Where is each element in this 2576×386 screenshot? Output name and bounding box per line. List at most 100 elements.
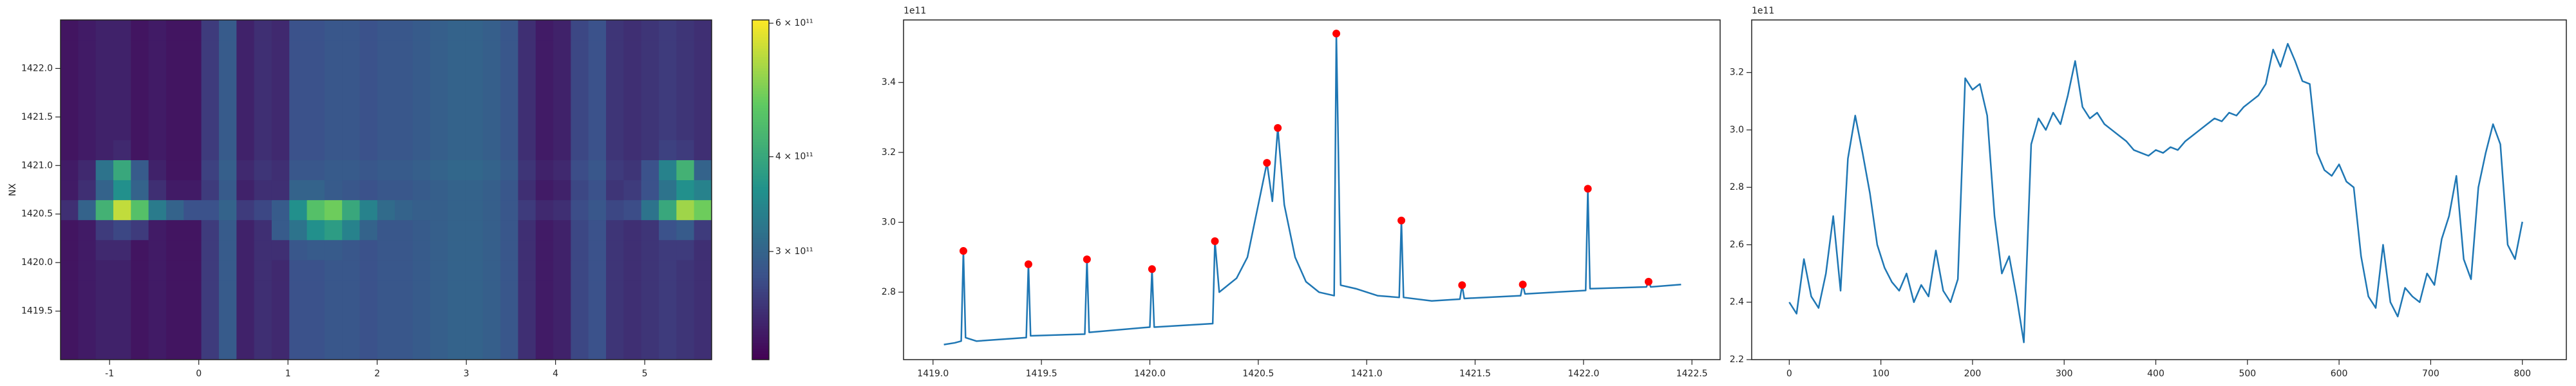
heatmap-cell <box>254 299 272 320</box>
heatmap-cell <box>571 20 589 41</box>
heatmap-cell <box>553 319 572 340</box>
heatmap-cell <box>184 299 202 320</box>
heatmap-cell <box>201 319 220 340</box>
heatmap-cell <box>395 319 413 340</box>
heatmap-cell <box>236 339 255 360</box>
heatmap-cell <box>271 60 290 80</box>
heatmap-cell <box>289 140 308 161</box>
heatmap-cell <box>289 339 308 360</box>
heatmap-cell <box>131 60 149 80</box>
heatmap-cell <box>95 299 114 320</box>
heatmap-cell <box>606 179 624 201</box>
heatmap-cell <box>641 80 659 100</box>
heatmap-cell <box>236 120 255 140</box>
heatmap-cell <box>430 100 448 120</box>
heatmap-cell <box>377 219 395 241</box>
x-tick-label: 2 <box>374 369 380 379</box>
heatmap-cell <box>395 80 413 100</box>
colorbar-segment <box>752 79 769 83</box>
heatmap-cell <box>236 100 255 120</box>
x-tick-label: 1420.0 <box>1134 369 1166 379</box>
heatmap-cell <box>430 80 448 100</box>
colorbar-segment <box>752 322 769 326</box>
heatmap-cell <box>606 319 624 340</box>
heatmap-cell <box>324 279 343 300</box>
heatmap-cell <box>359 239 378 261</box>
heatmap-cell <box>342 339 361 360</box>
colorbar-segment <box>752 107 769 111</box>
heatmap-cell <box>518 140 536 161</box>
heatmap-cell <box>395 259 413 280</box>
heatmap-cell <box>641 179 659 201</box>
heatmap-cell <box>113 100 131 120</box>
heatmap-cell <box>95 339 114 360</box>
heatmap-cell <box>359 120 378 140</box>
heatmap-cell <box>289 80 308 100</box>
heatmap-cell <box>342 140 361 161</box>
heatmap-cell <box>500 199 519 221</box>
colorbar-segment <box>752 77 769 80</box>
heatmap-cell <box>412 219 431 241</box>
heatmap-cell <box>430 299 448 320</box>
heatmap-cell <box>694 80 712 100</box>
heatmap-cell <box>571 299 589 320</box>
heatmap-cell <box>307 179 325 201</box>
heatmap-cell <box>500 239 519 261</box>
heatmap-cell <box>324 299 343 320</box>
heatmap-cell <box>377 299 395 320</box>
heatmap-cell <box>448 20 466 41</box>
colorbar-segment <box>752 283 769 287</box>
colorbar-segment <box>752 190 769 193</box>
heatmap-cell <box>571 140 589 161</box>
heatmap-cell <box>113 199 131 221</box>
heatmap-cell <box>676 120 695 140</box>
heatmap-cell <box>676 179 695 201</box>
heatmap-cell <box>395 60 413 80</box>
heatmap-cell <box>482 199 501 221</box>
x-tick-label: 4 <box>553 369 558 379</box>
heatmap-cell <box>588 279 607 300</box>
heatmap-cell <box>377 199 395 221</box>
colorbar-segment <box>752 326 769 329</box>
heatmap-cell <box>465 40 484 60</box>
heatmap-cell <box>218 160 237 181</box>
heatmap-cell <box>676 20 695 41</box>
heatmap-cell <box>623 259 642 280</box>
heatmap-cell <box>113 339 131 360</box>
heatmap-cell <box>324 60 343 80</box>
colorbar-segment <box>752 204 769 207</box>
heatmap-cell <box>184 60 202 80</box>
heatmap-cell <box>184 339 202 360</box>
heatmap-cell <box>535 299 554 320</box>
colorbar-segment <box>752 212 769 216</box>
heatmap-cell <box>166 339 184 360</box>
heatmap-cell <box>236 80 255 100</box>
heatmap-cell <box>131 199 149 221</box>
heatmap-cell <box>254 100 272 120</box>
colorbar-segment <box>752 87 769 91</box>
colorbar-segment <box>752 209 769 213</box>
heatmap-cell <box>588 140 607 161</box>
heatmap-cell <box>571 100 589 120</box>
heatmap-cell <box>676 279 695 300</box>
colorbar-segment <box>752 122 769 125</box>
heatmap-cell <box>465 239 484 261</box>
heatmap-cell <box>61 160 79 181</box>
heatmap-cell <box>606 100 624 120</box>
heatmap-cell <box>218 140 237 161</box>
colorbar-segment <box>752 342 769 346</box>
y-tick-label: 2.8 <box>1730 182 1744 192</box>
colorbar-segment <box>752 226 769 230</box>
heatmap-cell <box>395 279 413 300</box>
heatmap-cell <box>218 60 237 80</box>
heatmap-cell <box>518 179 536 201</box>
heatmap-cell <box>113 120 131 140</box>
heatmap-cell <box>448 160 466 181</box>
heatmap-cell <box>359 160 378 181</box>
heatmap-cell <box>482 279 501 300</box>
heatmap-cell <box>289 279 308 300</box>
heatmap-cell <box>500 279 519 300</box>
heatmap-cell <box>113 219 131 241</box>
heatmap-cell <box>535 259 554 280</box>
heatmap-cell <box>342 80 361 100</box>
